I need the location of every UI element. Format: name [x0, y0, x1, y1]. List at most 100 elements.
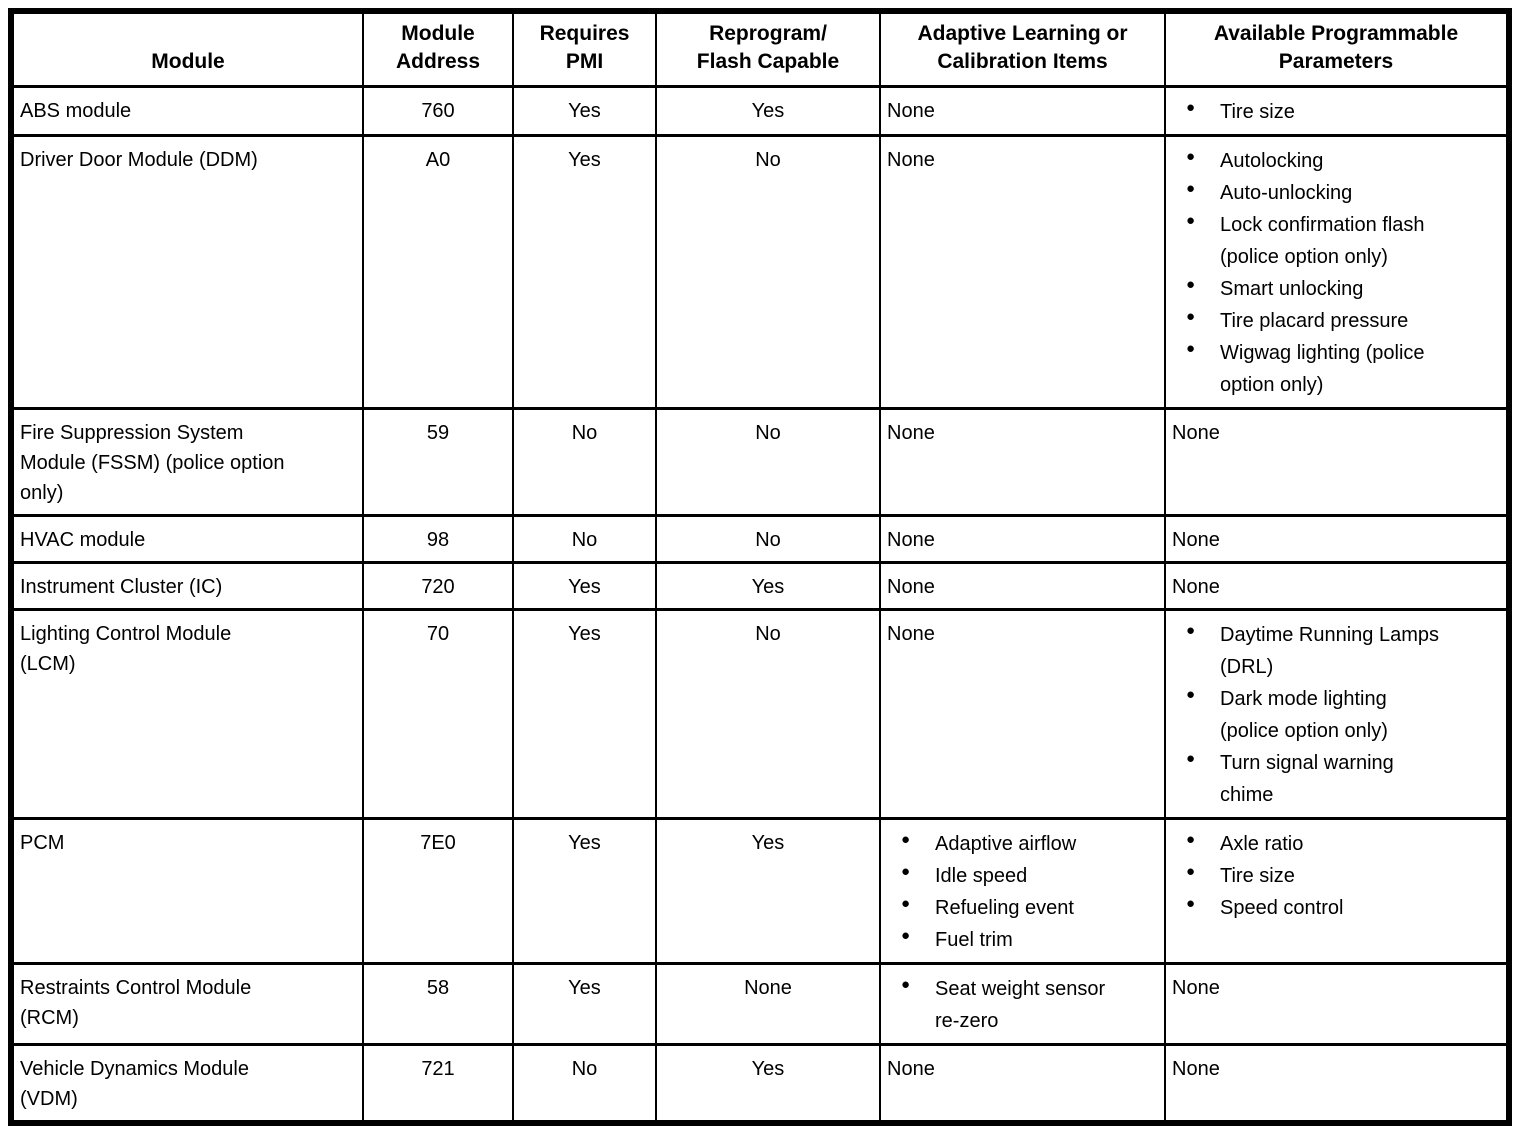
bullet-item: ● Autolocking [1186, 145, 1498, 177]
bullet-icon: ● [1186, 895, 1196, 913]
bullet-item: ● Tire size [1186, 860, 1498, 892]
table-row: Lighting Control Module (LCM) 70 Yes No None… [10, 608, 1510, 821]
table-row: Vehicle Dynamics Module (VDM) 721 No Yes Non… [10, 1043, 1510, 1125]
cell-module: ABS module [10, 85, 364, 138]
bullet-icon: ● [1186, 686, 1196, 704]
bullet-text: Adaptive airflow [935, 833, 1077, 856]
cell-reprogram: No [655, 407, 881, 518]
cell-available: ● Tire size [1164, 85, 1510, 138]
bullet-icon: ● [1186, 308, 1196, 326]
cell-available: ● Axle ratio ● Tire size ● Speed control [1164, 817, 1510, 966]
bullet-item: ● Wigwag lighting (police option only) [1186, 337, 1498, 401]
cell-adaptive: None [879, 134, 1166, 411]
cell-address: 720 [362, 561, 514, 612]
bullet-icon: ● [1186, 863, 1196, 881]
bullet-icon: ● [1186, 276, 1196, 294]
bullet-list: ● Daytime Running Lamps (DRL) ● Dark mode l… [1172, 619, 1498, 811]
column-header: Requires PMI [512, 9, 657, 89]
cell-available: ● Autolocking ● Auto-unlocking ● Lock confirm… [1164, 134, 1510, 411]
cell-available: None [1164, 1043, 1510, 1125]
cell-module: PCM [10, 817, 364, 966]
bullet-text: Refueling event [935, 897, 1074, 920]
column-header: Reprogram/ Flash Capable [655, 9, 881, 89]
bullet-icon: ● [901, 927, 911, 945]
column-header: Module Address [362, 9, 514, 89]
bullet-icon: ● [1186, 148, 1196, 166]
bullet-item: ● Seat weight sensor re-zero [901, 973, 1156, 1037]
table-row: Restraints Control Module (RCM) 58 Yes None… [10, 962, 1510, 1047]
cell-address: 721 [362, 1043, 514, 1125]
column-header: Module [10, 9, 364, 89]
cell-adaptive: None [879, 407, 1166, 518]
cell-reprogram: Yes [655, 85, 881, 138]
cell-module: Instrument Cluster (IC) [10, 561, 364, 612]
cell-address: A0 [362, 134, 514, 411]
bullet-text: Tire size [1220, 865, 1295, 888]
bullet-item: ● Turn signal warning chime [1186, 747, 1498, 811]
bullet-icon: ● [1186, 180, 1196, 198]
cell-requires-pmi: Yes [512, 561, 657, 612]
bullet-text: Dark mode lighting (police option only) [1220, 688, 1388, 743]
cell-address: 760 [362, 85, 514, 138]
bullet-text: Smart unlocking [1220, 278, 1364, 301]
bullet-item: ● Lock confirmation flash (police option … [1186, 209, 1498, 273]
table-body: ABS module 760 Yes Yes None ● Tire size Driver … [10, 85, 1510, 1125]
cell-address: 70 [362, 608, 514, 821]
cell-reprogram: No [655, 608, 881, 821]
table-row: Driver Door Module (DDM) A0 Yes No None ● Auto… [10, 134, 1510, 411]
bullet-text: Lock confirmation flash (police option o… [1220, 214, 1425, 269]
bullet-item: ● Axle ratio [1186, 828, 1498, 860]
bullet-text: Idle speed [935, 865, 1028, 888]
bullet-text: Wigwag lighting (police option only) [1220, 342, 1425, 397]
bullet-icon: ● [1186, 99, 1196, 117]
bullet-item: ● Daytime Running Lamps (DRL) [1186, 619, 1498, 683]
bullet-list: ● Tire size [1172, 96, 1498, 128]
table-row: HVAC module 98 No No None None [10, 514, 1510, 565]
cell-requires-pmi: Yes [512, 608, 657, 821]
cell-available: ● Daytime Running Lamps (DRL) ● Dark mode l… [1164, 608, 1510, 821]
bullet-icon: ● [901, 895, 911, 913]
bullet-item: ● Fuel trim [901, 924, 1156, 956]
bullet-item: ● Refueling event [901, 892, 1156, 924]
bullet-icon: ● [901, 976, 911, 994]
bullet-text: Axle ratio [1220, 833, 1304, 856]
cell-module: HVAC module [10, 514, 364, 565]
bullet-text: Seat weight sensor re-zero [935, 978, 1106, 1033]
cell-adaptive: None [879, 1043, 1166, 1125]
cell-requires-pmi: Yes [512, 962, 657, 1047]
cell-requires-pmi: No [512, 514, 657, 565]
cell-reprogram: No [655, 134, 881, 411]
bullet-item: ● Adaptive airflow [901, 828, 1156, 860]
bullet-text: Speed control [1220, 897, 1344, 920]
cell-address: 58 [362, 962, 514, 1047]
table-row: PCM 7E0 Yes Yes ● Adaptive airflow ● Idle speed… [10, 817, 1510, 966]
cell-adaptive: None [879, 608, 1166, 821]
bullet-list: ● Seat weight sensor re-zero [887, 973, 1156, 1037]
bullet-item: ● Dark mode lighting (police option only) [1186, 683, 1498, 747]
table-row: ABS module 760 Yes Yes None ● Tire size [10, 85, 1510, 138]
cell-available: None [1164, 962, 1510, 1047]
bullet-item: ● Auto-unlocking [1186, 177, 1498, 209]
bullet-icon: ● [1186, 750, 1196, 768]
cell-adaptive: None [879, 561, 1166, 612]
cell-reprogram: Yes [655, 561, 881, 612]
cell-module: Driver Door Module (DDM) [10, 134, 364, 411]
cell-adaptive: ● Seat weight sensor re-zero [879, 962, 1166, 1047]
cell-address: 7E0 [362, 817, 514, 966]
bullet-item: ● Idle speed [901, 860, 1156, 892]
cell-adaptive: None [879, 85, 1166, 138]
bullet-text: Turn signal warning chime [1220, 752, 1394, 807]
table-row: Fire Suppression System Module (FSSM) (p… [10, 407, 1510, 518]
cell-reprogram: None [655, 962, 881, 1047]
cell-available: None [1164, 407, 1510, 518]
bullet-icon: ● [1186, 622, 1196, 640]
bullet-list: ● Adaptive airflow ● Idle speed ● Refueling e… [887, 828, 1156, 956]
bullet-icon: ● [1186, 340, 1196, 358]
cell-adaptive: None [879, 514, 1166, 565]
module-programming-table: Module Module Address Requires PMI Reprogra… [8, 8, 1512, 1126]
bullet-text: Auto-unlocking [1220, 182, 1353, 205]
cell-adaptive: ● Adaptive airflow ● Idle speed ● Refueling e… [879, 817, 1166, 966]
bullet-text: Daytime Running Lamps (DRL) [1220, 624, 1439, 679]
cell-module: Restraints Control Module (RCM) [10, 962, 364, 1047]
cell-requires-pmi: Yes [512, 85, 657, 138]
